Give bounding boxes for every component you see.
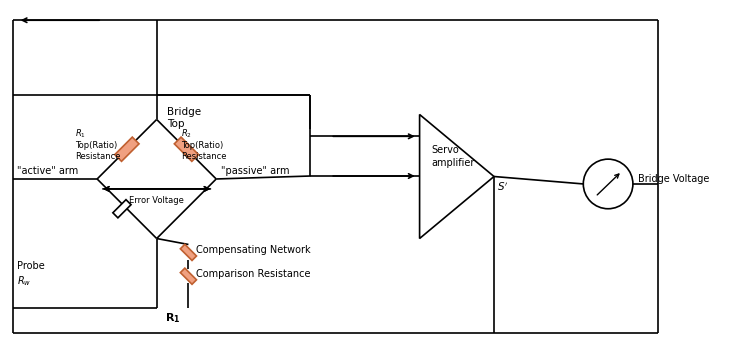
Text: Bridge Voltage: Bridge Voltage (638, 174, 710, 184)
Polygon shape (113, 200, 131, 218)
Text: $R_2$
Top(Ratio)
Resistance: $R_2$ Top(Ratio) Resistance (182, 127, 227, 161)
Text: Compensating Network: Compensating Network (197, 245, 311, 256)
Polygon shape (420, 114, 494, 239)
Text: $S'$: $S'$ (497, 181, 509, 193)
Polygon shape (174, 137, 199, 161)
Text: Error Voltage: Error Voltage (130, 196, 184, 205)
Text: Comparison Resistance: Comparison Resistance (197, 269, 311, 279)
Text: Probe
$R_w$: Probe $R_w$ (17, 261, 44, 288)
Polygon shape (180, 268, 197, 284)
Text: Bridge
Top: Bridge Top (166, 107, 201, 129)
Text: $R_1$
Top(Ratio)
Resistance: $R_1$ Top(Ratio) Resistance (75, 127, 121, 161)
Text: "active" arm: "active" arm (17, 166, 78, 176)
Polygon shape (115, 137, 139, 161)
Text: $\mathbf{R_1}$: $\mathbf{R_1}$ (165, 311, 180, 325)
Text: "passive" arm: "passive" arm (221, 166, 290, 176)
Polygon shape (180, 244, 197, 261)
Text: Servo
amplifier: Servo amplifier (431, 145, 475, 168)
